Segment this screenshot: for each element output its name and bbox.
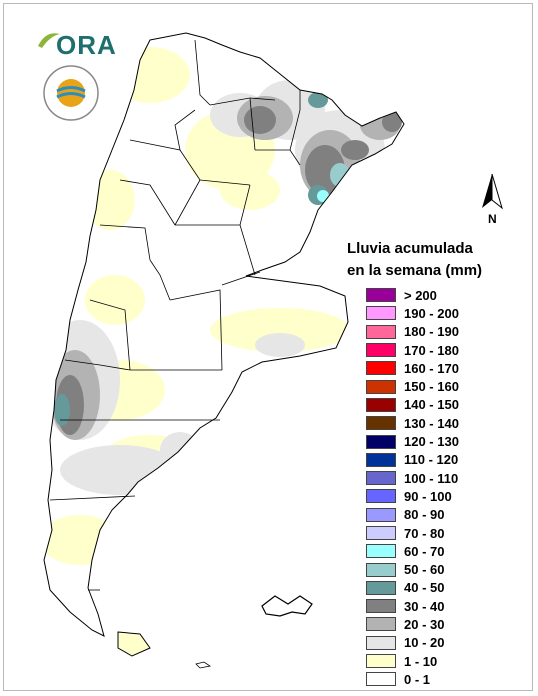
legend-item: 50 - 60 [366, 560, 459, 578]
legend-label: 70 - 80 [404, 525, 445, 541]
legend-item: 90 - 100 [366, 487, 459, 505]
legend-label: 10 - 20 [404, 635, 445, 651]
smn-seal-icon [43, 65, 99, 121]
legend-label: 80 - 90 [404, 507, 445, 523]
legend-label: 130 - 140 [404, 415, 459, 431]
legend-item: 60 - 70 [366, 542, 459, 560]
legend-item: > 200 [366, 286, 459, 304]
legend-swatch [366, 452, 396, 467]
legend-swatch [366, 672, 396, 687]
north-label: N [488, 212, 497, 226]
legend-label: 190 - 200 [404, 305, 459, 321]
legend-label: 20 - 30 [404, 616, 445, 632]
legend-item: 140 - 150 [366, 396, 459, 414]
legend-swatch [366, 635, 396, 650]
legend-title: Lluvia acumulada en la semana (mm) [347, 238, 482, 282]
legend-item: 80 - 90 [366, 506, 459, 524]
legend-swatch [366, 507, 396, 522]
legend-item: 110 - 120 [366, 451, 459, 469]
north-arrow-icon [482, 173, 503, 210]
legend-swatch [366, 397, 396, 412]
legend-swatch [366, 580, 396, 595]
leaf-swoosh-icon [38, 33, 60, 48]
legend-label: 90 - 100 [404, 488, 452, 504]
legend-item: 120 - 130 [366, 432, 459, 450]
legend-title-line2: en la semana (mm) [347, 262, 483, 279]
legend-item: 70 - 80 [366, 524, 459, 542]
tierra-del-fuego [117, 631, 151, 657]
legend-item: 20 - 30 [366, 615, 459, 633]
legend-swatch [366, 343, 396, 358]
legend-item: 130 - 140 [366, 414, 459, 432]
legend-swatch [366, 489, 396, 504]
legend-swatch [366, 562, 396, 577]
legend-swatch [366, 526, 396, 540]
legend-item: 170 - 180 [366, 341, 459, 359]
legend-swatch [366, 599, 396, 614]
legend-label: 60 - 70 [404, 543, 445, 559]
legend-swatch [366, 416, 396, 431]
legend-item: 180 - 190 [366, 323, 459, 341]
legend-swatch [366, 654, 396, 669]
legend-item: 40 - 50 [366, 579, 459, 597]
legend-label: 30 - 40 [404, 598, 445, 614]
ora-logo: ORA [56, 30, 117, 60]
legend-item: 190 - 200 [366, 304, 459, 322]
legend-label: 110 - 120 [404, 452, 459, 468]
legend-swatch [366, 544, 396, 559]
malvinas-islands [261, 595, 313, 617]
legend-label: 120 - 130 [404, 434, 459, 450]
legend-label: 180 - 190 [404, 324, 459, 340]
legend-swatch [366, 379, 396, 394]
legend-swatch [366, 324, 396, 339]
legend-swatch [366, 471, 396, 486]
legend-item: 10 - 20 [366, 634, 459, 652]
province-borders [49, 39, 301, 591]
legend-label: 170 - 180 [404, 342, 459, 358]
legend-swatch [366, 288, 396, 303]
legend-label: 40 - 50 [404, 580, 445, 596]
legend-label: > 200 [404, 287, 437, 303]
legend-title-line1: Lluvia acumulada [347, 240, 473, 257]
legend-item: 1 - 10 [366, 652, 459, 670]
legend-item: 150 - 160 [366, 377, 459, 395]
legend-label: 140 - 150 [404, 397, 459, 413]
legend-label: 1 - 10 [404, 653, 438, 669]
map-frame [3, 3, 533, 691]
legend-label: 160 - 170 [404, 360, 459, 376]
legend-label: 0 - 1 [404, 671, 431, 687]
legend-label: 150 - 160 [404, 379, 459, 395]
legend-swatch [366, 434, 396, 449]
legend-label: 50 - 60 [404, 562, 445, 578]
legend-swatch [366, 306, 396, 321]
legend-item: 0 - 1 [366, 670, 459, 688]
legend: > 200 190 - 200 180 - 190 170 - 180 160 … [366, 286, 459, 689]
rainfall-shading [44, 47, 402, 565]
legend-item: 100 - 110 [366, 469, 459, 487]
legend-item: 160 - 170 [366, 359, 459, 377]
legend-swatch [366, 361, 396, 376]
legend-swatch [366, 617, 396, 632]
legend-label: 100 - 110 [404, 470, 459, 486]
legend-item: 30 - 40 [366, 597, 459, 615]
